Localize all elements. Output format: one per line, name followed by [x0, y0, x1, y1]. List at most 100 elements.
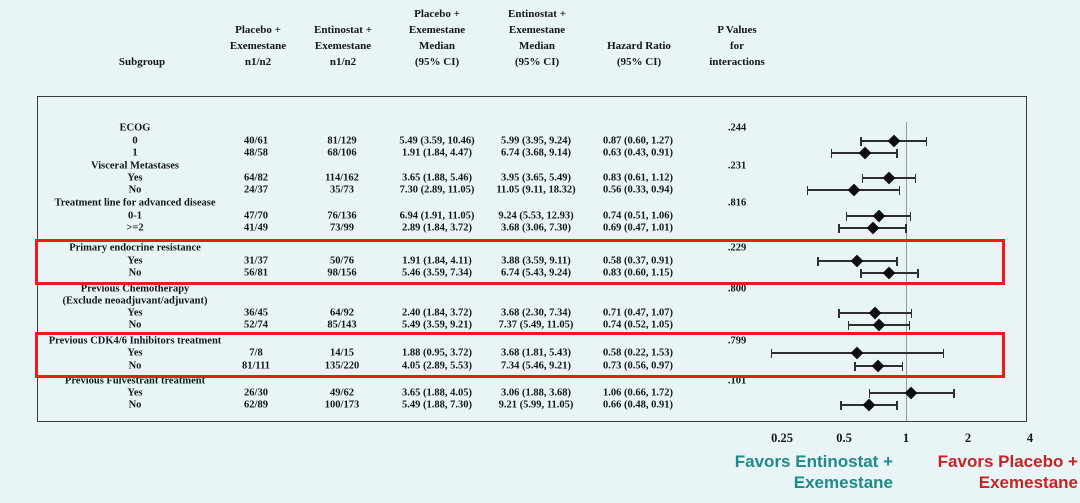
entinostat-n-cell: 85/143	[327, 319, 357, 331]
entinostat-n-cell: 76/136	[327, 210, 357, 222]
x-axis-tick-label: 1	[902, 431, 910, 445]
ci-cap-low	[860, 268, 862, 278]
ci-cap-low	[847, 320, 849, 330]
placebo-n-cell: 26/30	[244, 387, 268, 399]
subgroup-level: No	[128, 399, 142, 411]
x-axis-tick-label: 0.25	[771, 431, 793, 445]
entinostat-median-cell: 3.68 (2.30, 7.34)	[501, 307, 571, 319]
favors-placebo-line1: Favors Placebo +	[937, 452, 1078, 471]
entinostat-n-cell: 81/129	[327, 135, 357, 147]
placebo-n-cell: 47/70	[244, 210, 268, 222]
hazard-ratio-cell: 0.73 (0.56, 0.97)	[603, 360, 673, 372]
ci-cap-low	[868, 388, 871, 398]
subgroup-level: Yes	[127, 307, 143, 319]
ci-cap-high	[917, 268, 919, 278]
subgroup-level: No	[128, 267, 142, 279]
entinostat-median-cell: 3.68 (3.06, 7.30)	[501, 222, 571, 234]
ci-cap-high	[896, 148, 898, 158]
hazard-ratio-cell: 0.69 (0.47, 1.01)	[603, 222, 673, 234]
entinostat-median-cell: 9.21 (5.99, 11.05)	[498, 399, 574, 411]
ci-cap-high	[914, 173, 917, 183]
ci-cap-high	[953, 388, 955, 398]
entinostat-n-cell: 135/220	[324, 360, 360, 372]
column-header-hazard-ratio: Hazard Ratio (95% CI)	[607, 40, 671, 68]
subgroup-level: No	[128, 319, 142, 331]
column-header-placebo-n: Placebo + Exemestane n1/n2	[229, 24, 287, 68]
placebo-n-cell: 24/37	[244, 184, 268, 196]
placebo-median-cell: 2.40 (1.84, 3.72)	[402, 307, 472, 319]
placebo-median-cell: 5.49 (3.59, 10.46)	[399, 135, 475, 147]
ci-cap-low	[854, 361, 856, 371]
entinostat-n-cell: 68/106	[327, 147, 357, 159]
ci-cap-high	[908, 320, 911, 330]
x-axis-tick-label: 4	[1026, 431, 1034, 445]
hazard-ratio-cell: 0.71 (0.47, 1.07)	[603, 307, 673, 319]
placebo-n-cell: 7/8	[249, 347, 263, 359]
column-header-placebo-median: Placebo + Exemestane Median (95% CI)	[408, 8, 466, 68]
p-value: .244	[727, 122, 747, 134]
ci-cap-high	[898, 185, 901, 195]
hazard-ratio-cell: 0.74 (0.51, 1.06)	[603, 210, 673, 222]
entinostat-median-cell: 3.95 (3.65, 5.49)	[501, 172, 571, 184]
entinostat-median-cell: 9.24 (5.53, 12.93)	[498, 210, 574, 222]
entinostat-median-cell: 6.74 (3.68, 9.14)	[501, 147, 571, 159]
subgroup-name: Primary endocrine resistance	[69, 242, 201, 254]
hazard-ratio-cell: 0.87 (0.60, 1.27)	[603, 135, 673, 147]
placebo-n-cell: 62/89	[244, 399, 268, 411]
subgroup-level: 1	[132, 147, 138, 159]
subgroup-level: Yes	[127, 255, 143, 267]
placebo-median-cell: 1.88 (0.95, 3.72)	[402, 347, 472, 359]
ci-cap-low	[830, 148, 832, 158]
subgroup-level: Yes	[127, 387, 143, 399]
favors-entinostat-line1: Favors Entinostat +	[734, 452, 893, 471]
hazard-ratio-cell: 0.56 (0.33, 0.94)	[603, 184, 673, 196]
ci-cap-low	[838, 308, 840, 318]
subgroup-name: Visceral Metastases	[91, 160, 179, 172]
placebo-median-cell: 5.49 (1.88, 7.30)	[402, 399, 472, 411]
hazard-ratio-cell: 1.06 (0.66, 1.72)	[603, 387, 673, 399]
hazard-ratio-cell: 0.66 (0.48, 0.91)	[603, 399, 673, 411]
hazard-ratio-cell: 0.74 (0.52, 1.05)	[603, 319, 673, 331]
subgroup-name: ECOG	[119, 122, 151, 134]
subgroup-level: No	[128, 184, 142, 196]
favors-entinostat-label: Favors Entinostat + Exemestane	[735, 451, 893, 493]
entinostat-n-cell: 14/15	[330, 347, 354, 359]
ci-cap-low	[817, 256, 819, 266]
subgroup-name: Previous CDK4/6 Inhibitors treatment	[48, 335, 222, 347]
entinostat-median-cell: 3.68 (1.81, 5.43)	[501, 347, 571, 359]
subgroup-name: Previous Chemotherapy	[80, 283, 190, 295]
placebo-n-cell: 40/61	[244, 135, 268, 147]
reference-line-hr1	[906, 122, 907, 421]
ci-cap-low	[770, 348, 773, 358]
p-value: .229	[727, 242, 747, 254]
highlight-box	[35, 332, 1005, 378]
p-value: .816	[727, 197, 747, 209]
hazard-ratio-cell: 0.63 (0.43, 0.91)	[603, 147, 673, 159]
entinostat-n-cell: 100/173	[324, 399, 360, 411]
subgroup-level: Yes	[127, 172, 143, 184]
favors-placebo-label: Favors Placebo + Exemestane	[938, 451, 1078, 493]
hazard-ratio-cell: 0.83 (0.60, 1.15)	[603, 267, 673, 279]
entinostat-median-cell: 7.34 (5.46, 9.21)	[501, 360, 571, 372]
placebo-median-cell: 3.65 (1.88, 4.05)	[402, 387, 472, 399]
placebo-median-cell: 5.49 (3.59, 9.21)	[402, 319, 472, 331]
entinostat-n-cell: 49/62	[330, 387, 354, 399]
placebo-median-cell: 3.65 (1.88, 5.46)	[402, 172, 472, 184]
p-value: .800	[727, 283, 747, 295]
hazard-ratio-cell: 0.83 (0.61, 1.12)	[603, 172, 673, 184]
entinostat-n-cell: 98/156	[327, 267, 357, 279]
ci-cap-high	[901, 361, 904, 371]
ci-cap-low	[861, 173, 864, 183]
x-axis-tick-label: 0.5	[836, 431, 852, 445]
p-value: .231	[727, 160, 747, 172]
ci-cap-low	[838, 223, 840, 233]
placebo-n-cell: 64/82	[244, 172, 268, 184]
entinostat-n-cell: 114/162	[325, 172, 359, 184]
entinostat-median-cell: 7.37 (5.49, 11.05)	[498, 319, 574, 331]
ci-cap-low	[806, 185, 809, 195]
ci-cap-low	[860, 136, 862, 146]
placebo-median-cell: 1.91 (1.84, 4.11)	[402, 255, 472, 267]
favors-placebo-line2: Exemestane	[978, 473, 1078, 492]
p-value: .799	[727, 335, 747, 347]
column-header-p-values: P Values for interactions	[709, 24, 765, 68]
